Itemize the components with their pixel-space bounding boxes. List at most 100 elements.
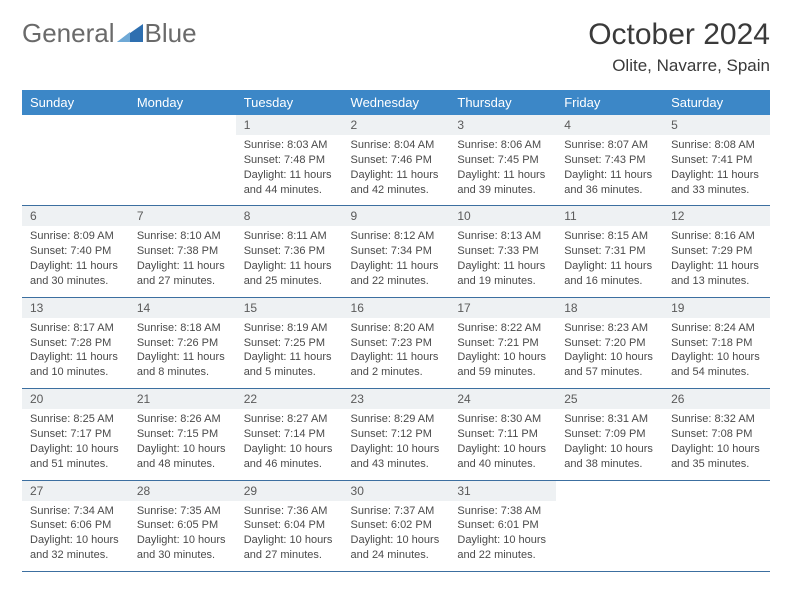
- day-number: 3: [449, 115, 556, 135]
- calendar-cell: 17Sunrise: 8:22 AM Sunset: 7:21 PM Dayli…: [449, 297, 556, 388]
- day-number: 19: [663, 298, 770, 318]
- calendar-cell: [663, 480, 770, 571]
- day-body: Sunrise: 8:15 AM Sunset: 7:31 PM Dayligh…: [556, 226, 663, 296]
- calendar-cell: 6Sunrise: 8:09 AM Sunset: 7:40 PM Daylig…: [22, 206, 129, 297]
- calendar-cell: 27Sunrise: 7:34 AM Sunset: 6:06 PM Dayli…: [22, 480, 129, 571]
- calendar-cell: 19Sunrise: 8:24 AM Sunset: 7:18 PM Dayli…: [663, 297, 770, 388]
- weekday-header-row: Sunday Monday Tuesday Wednesday Thursday…: [22, 90, 770, 115]
- day-body: Sunrise: 8:31 AM Sunset: 7:09 PM Dayligh…: [556, 409, 663, 479]
- day-number: 8: [236, 206, 343, 226]
- day-number: 20: [22, 389, 129, 409]
- day-number: [556, 481, 663, 501]
- day-number: [663, 481, 770, 501]
- day-body: Sunrise: 8:09 AM Sunset: 7:40 PM Dayligh…: [22, 226, 129, 296]
- day-number: 25: [556, 389, 663, 409]
- weekday-monday: Monday: [129, 90, 236, 115]
- day-body: Sunrise: 7:38 AM Sunset: 6:01 PM Dayligh…: [449, 501, 556, 571]
- day-body: Sunrise: 7:37 AM Sunset: 6:02 PM Dayligh…: [343, 501, 450, 571]
- calendar-cell: [22, 115, 129, 206]
- calendar-cell: 3Sunrise: 8:06 AM Sunset: 7:45 PM Daylig…: [449, 115, 556, 206]
- calendar-week-row: 13Sunrise: 8:17 AM Sunset: 7:28 PM Dayli…: [22, 297, 770, 388]
- calendar-cell: 23Sunrise: 8:29 AM Sunset: 7:12 PM Dayli…: [343, 389, 450, 480]
- calendar-cell: 1Sunrise: 8:03 AM Sunset: 7:48 PM Daylig…: [236, 115, 343, 206]
- day-number: 14: [129, 298, 236, 318]
- calendar-cell: 29Sunrise: 7:36 AM Sunset: 6:04 PM Dayli…: [236, 480, 343, 571]
- weekday-sunday: Sunday: [22, 90, 129, 115]
- brand-text-2: Blue: [145, 18, 197, 49]
- day-body: Sunrise: 8:22 AM Sunset: 7:21 PM Dayligh…: [449, 318, 556, 388]
- day-body: Sunrise: 8:11 AM Sunset: 7:36 PM Dayligh…: [236, 226, 343, 296]
- calendar-week-row: 27Sunrise: 7:34 AM Sunset: 6:06 PM Dayli…: [22, 480, 770, 571]
- day-body: Sunrise: 8:30 AM Sunset: 7:11 PM Dayligh…: [449, 409, 556, 479]
- day-number: [129, 115, 236, 135]
- day-number: 1: [236, 115, 343, 135]
- header: General Blue October 2024 Olite, Navarre…: [22, 18, 770, 76]
- day-number: 21: [129, 389, 236, 409]
- day-number: 22: [236, 389, 343, 409]
- day-body: Sunrise: 8:32 AM Sunset: 7:08 PM Dayligh…: [663, 409, 770, 479]
- weekday-friday: Friday: [556, 90, 663, 115]
- calendar-cell: 9Sunrise: 8:12 AM Sunset: 7:34 PM Daylig…: [343, 206, 450, 297]
- day-body: Sunrise: 8:24 AM Sunset: 7:18 PM Dayligh…: [663, 318, 770, 388]
- day-number: 7: [129, 206, 236, 226]
- calendar-cell: 5Sunrise: 8:08 AM Sunset: 7:41 PM Daylig…: [663, 115, 770, 206]
- calendar-cell: 22Sunrise: 8:27 AM Sunset: 7:14 PM Dayli…: [236, 389, 343, 480]
- calendar-cell: [129, 115, 236, 206]
- day-number: 31: [449, 481, 556, 501]
- calendar-cell: 2Sunrise: 8:04 AM Sunset: 7:46 PM Daylig…: [343, 115, 450, 206]
- weekday-wednesday: Wednesday: [343, 90, 450, 115]
- day-body: Sunrise: 8:07 AM Sunset: 7:43 PM Dayligh…: [556, 135, 663, 205]
- day-body: Sunrise: 7:34 AM Sunset: 6:06 PM Dayligh…: [22, 501, 129, 571]
- calendar-cell: 15Sunrise: 8:19 AM Sunset: 7:25 PM Dayli…: [236, 297, 343, 388]
- day-number: 30: [343, 481, 450, 501]
- calendar-cell: 12Sunrise: 8:16 AM Sunset: 7:29 PM Dayli…: [663, 206, 770, 297]
- day-body: [556, 501, 663, 561]
- weekday-thursday: Thursday: [449, 90, 556, 115]
- brand-text-1: General: [22, 18, 115, 49]
- day-body: Sunrise: 7:35 AM Sunset: 6:05 PM Dayligh…: [129, 501, 236, 571]
- day-body: Sunrise: 8:27 AM Sunset: 7:14 PM Dayligh…: [236, 409, 343, 479]
- calendar-cell: 7Sunrise: 8:10 AM Sunset: 7:38 PM Daylig…: [129, 206, 236, 297]
- day-number: 6: [22, 206, 129, 226]
- calendar-cell: 28Sunrise: 7:35 AM Sunset: 6:05 PM Dayli…: [129, 480, 236, 571]
- calendar-cell: 25Sunrise: 8:31 AM Sunset: 7:09 PM Dayli…: [556, 389, 663, 480]
- day-body: [663, 501, 770, 561]
- day-body: Sunrise: 8:04 AM Sunset: 7:46 PM Dayligh…: [343, 135, 450, 205]
- day-number: 2: [343, 115, 450, 135]
- day-body: Sunrise: 8:29 AM Sunset: 7:12 PM Dayligh…: [343, 409, 450, 479]
- day-body: Sunrise: 8:16 AM Sunset: 7:29 PM Dayligh…: [663, 226, 770, 296]
- day-number: 16: [343, 298, 450, 318]
- day-number: 27: [22, 481, 129, 501]
- weekday-saturday: Saturday: [663, 90, 770, 115]
- day-number: 13: [22, 298, 129, 318]
- calendar-cell: 10Sunrise: 8:13 AM Sunset: 7:33 PM Dayli…: [449, 206, 556, 297]
- day-body: Sunrise: 8:26 AM Sunset: 7:15 PM Dayligh…: [129, 409, 236, 479]
- day-number: 17: [449, 298, 556, 318]
- calendar-cell: 30Sunrise: 7:37 AM Sunset: 6:02 PM Dayli…: [343, 480, 450, 571]
- day-number: 15: [236, 298, 343, 318]
- calendar-cell: 16Sunrise: 8:20 AM Sunset: 7:23 PM Dayli…: [343, 297, 450, 388]
- calendar-table: Sunday Monday Tuesday Wednesday Thursday…: [22, 90, 770, 572]
- day-number: 29: [236, 481, 343, 501]
- day-body: Sunrise: 8:13 AM Sunset: 7:33 PM Dayligh…: [449, 226, 556, 296]
- day-body: Sunrise: 8:23 AM Sunset: 7:20 PM Dayligh…: [556, 318, 663, 388]
- location-text: Olite, Navarre, Spain: [588, 56, 770, 76]
- brand-triangle-icon: [117, 18, 143, 49]
- calendar-cell: 31Sunrise: 7:38 AM Sunset: 6:01 PM Dayli…: [449, 480, 556, 571]
- day-body: Sunrise: 8:06 AM Sunset: 7:45 PM Dayligh…: [449, 135, 556, 205]
- day-number: 28: [129, 481, 236, 501]
- title-block: October 2024 Olite, Navarre, Spain: [588, 18, 770, 76]
- day-number: 18: [556, 298, 663, 318]
- calendar-cell: 4Sunrise: 8:07 AM Sunset: 7:43 PM Daylig…: [556, 115, 663, 206]
- day-body: Sunrise: 8:25 AM Sunset: 7:17 PM Dayligh…: [22, 409, 129, 479]
- day-body: Sunrise: 8:08 AM Sunset: 7:41 PM Dayligh…: [663, 135, 770, 205]
- calendar-cell: 13Sunrise: 8:17 AM Sunset: 7:28 PM Dayli…: [22, 297, 129, 388]
- day-number: 5: [663, 115, 770, 135]
- day-number: 11: [556, 206, 663, 226]
- day-number: 12: [663, 206, 770, 226]
- calendar-week-row: 20Sunrise: 8:25 AM Sunset: 7:17 PM Dayli…: [22, 389, 770, 480]
- day-body: Sunrise: 8:17 AM Sunset: 7:28 PM Dayligh…: [22, 318, 129, 388]
- calendar-cell: [556, 480, 663, 571]
- day-body: Sunrise: 8:18 AM Sunset: 7:26 PM Dayligh…: [129, 318, 236, 388]
- day-body: [22, 135, 129, 195]
